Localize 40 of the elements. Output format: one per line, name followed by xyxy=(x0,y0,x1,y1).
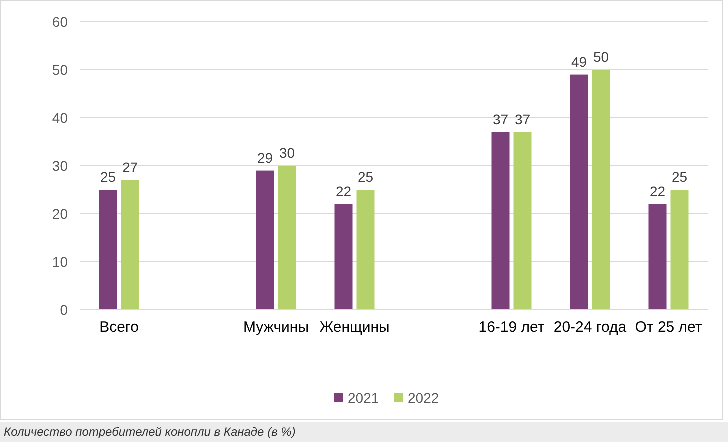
bar xyxy=(570,74,588,310)
bar xyxy=(256,170,274,310)
bar xyxy=(356,190,375,310)
legend-label: 2022 xyxy=(408,390,440,406)
text: Количество потребителей конопли в Канаде (в %) xyxy=(4,425,296,439)
data-label: 29 xyxy=(257,150,274,166)
x-tick-label: От 25 лет xyxy=(635,319,702,336)
data-label: 25 xyxy=(358,169,374,185)
data-label: 25 xyxy=(672,169,688,185)
x-tick-label: 20-24 года xyxy=(554,319,628,336)
y-tick-label: 10 xyxy=(52,254,68,270)
data-label: 30 xyxy=(279,145,296,161)
bar xyxy=(670,190,689,310)
y-tick-label: 50 xyxy=(52,62,68,78)
bar xyxy=(278,166,296,310)
data-label: 22 xyxy=(650,183,666,200)
data-label: 27 xyxy=(122,159,138,176)
data-label: 25 xyxy=(100,169,116,185)
y-tick-label: 0 xyxy=(60,302,68,318)
bar xyxy=(334,204,353,310)
x-tick-label: Женщины xyxy=(320,319,390,336)
legend-label: 2021 xyxy=(348,390,380,406)
data-label: 49 xyxy=(571,54,588,70)
bar xyxy=(99,190,118,310)
x-tick-label: Мужчины xyxy=(244,319,309,336)
y-tick-label: 20 xyxy=(52,206,68,222)
y-tick-label: 40 xyxy=(52,110,68,126)
data-label: 22 xyxy=(336,183,352,200)
y-tick-label: 60 xyxy=(52,14,68,30)
bar xyxy=(648,204,667,310)
bar xyxy=(121,180,140,310)
y-tick-label: 30 xyxy=(52,158,68,174)
x-tick-label: Всего xyxy=(100,319,139,336)
bar xyxy=(492,132,510,310)
bar xyxy=(514,132,532,310)
bar xyxy=(592,70,610,310)
data-label: 37 xyxy=(514,111,531,128)
data-label: 50 xyxy=(593,49,610,65)
data-label: 37 xyxy=(492,111,509,128)
x-tick-label: 16-19 лет xyxy=(478,319,545,336)
